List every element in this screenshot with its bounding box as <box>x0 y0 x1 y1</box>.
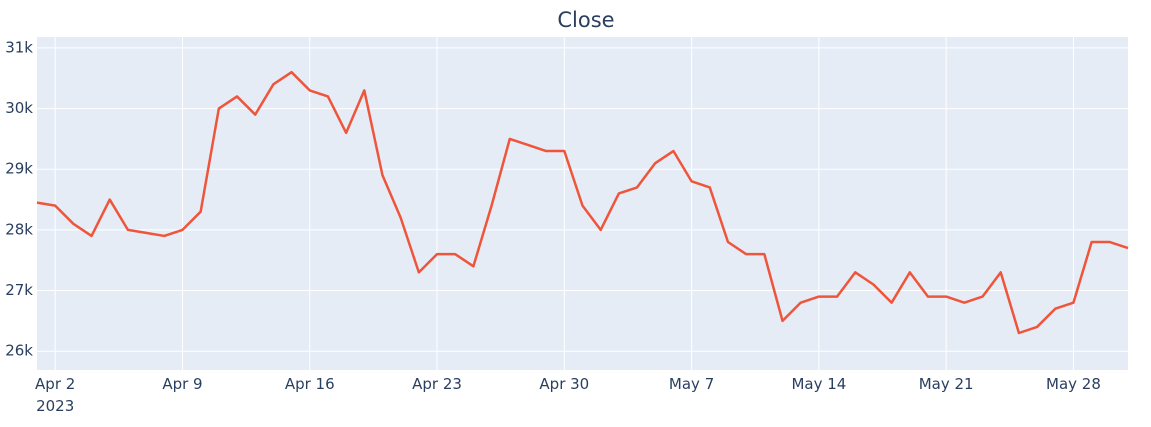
x-tick-label: Apr 2 2023 <box>35 375 75 415</box>
y-tick-label: 30k <box>5 99 33 117</box>
x-tick-label: May 7 <box>669 375 714 393</box>
x-tick-label: May 14 <box>791 375 846 393</box>
x-tick-label: Apr 9 <box>162 375 202 393</box>
x-tick-label: May 28 <box>1046 375 1101 393</box>
x-tick-label: May 21 <box>919 375 974 393</box>
grid <box>37 37 1128 370</box>
y-tick-label: 26k <box>5 342 33 360</box>
y-tick-label: 29k <box>5 160 33 178</box>
x-tick-label: Apr 16 <box>285 375 335 393</box>
x-tick-label: Apr 30 <box>539 375 589 393</box>
y-tick-label: 27k <box>5 281 33 299</box>
chart-title: Close <box>557 8 614 32</box>
line <box>36 70 1129 335</box>
y-tick-label: 31k <box>5 38 33 56</box>
x-tick-label: Apr 23 <box>412 375 462 393</box>
y-tick-label: 28k <box>5 220 33 238</box>
